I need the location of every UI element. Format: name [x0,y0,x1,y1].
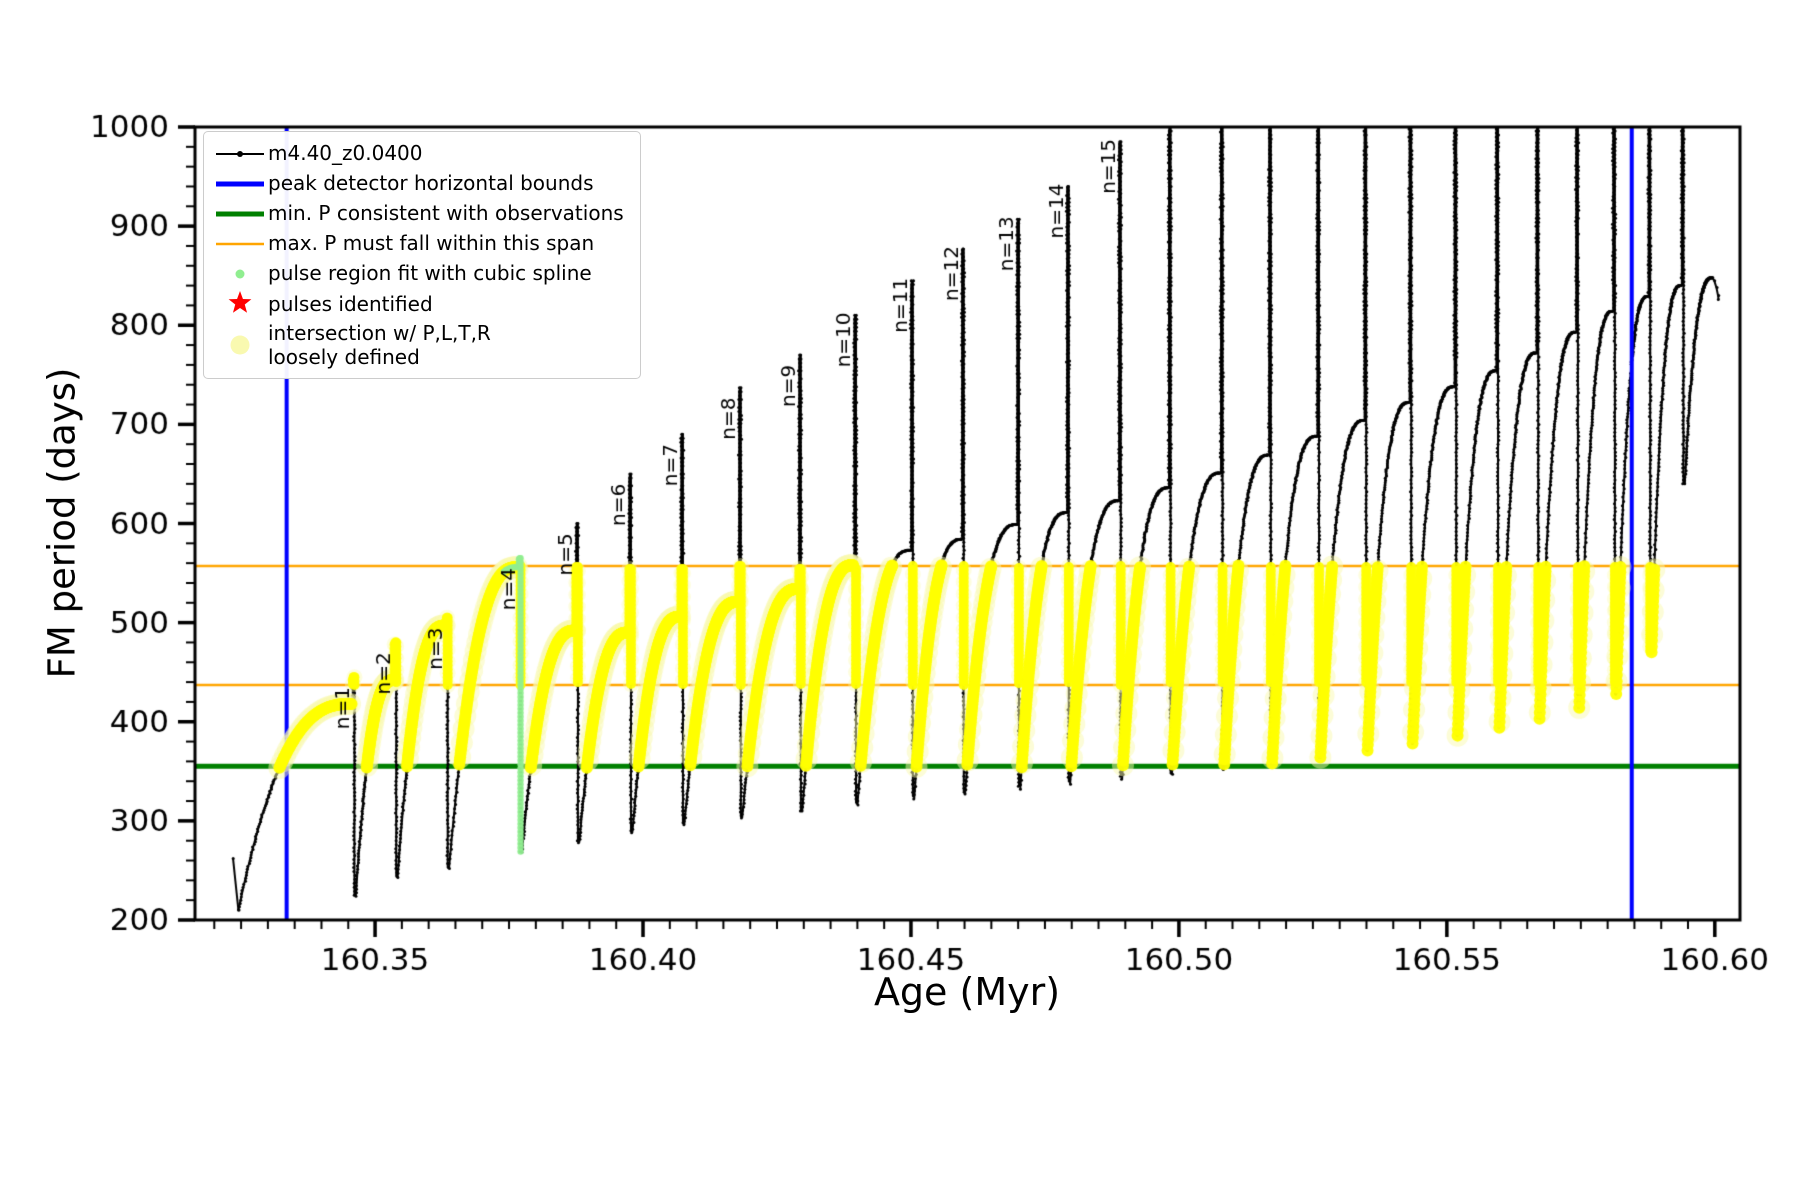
legend-item-1: peak detector horizontal bounds [212,170,624,197]
legend-item-label: min. P consistent with observations [268,201,624,226]
legend-item-2: min. P consistent with observations [212,200,624,227]
line-marker-icon [212,231,268,257]
big-dot-marker-icon [212,332,268,358]
legend-item-6: intersection w/ P,L,T,R loosely defined [212,321,624,370]
thick-line-marker-icon [212,171,268,197]
star-marker-icon [212,290,268,318]
y-axis-label: FM period (days) [40,367,84,679]
legend-item-0: m4.40_z0.0400 [212,140,624,167]
legend-item-label: intersection w/ P,L,T,R loosely defined [268,321,491,370]
x-axis-label: Age (Myr) [873,970,1061,1014]
legend-item-4: pulse region fit with cubic spline [212,260,624,287]
legend-item-label: m4.40_z0.0400 [268,141,423,166]
legend-item-label: max. P must fall within this span [268,231,595,256]
legend-item-label: pulse region fit with cubic spline [268,261,592,286]
legend-item-label: peak detector horizontal bounds [268,171,594,196]
legend-item-label: pulses identified [268,291,433,316]
dot-marker-icon [212,261,268,287]
legend-item-5: pulses identified [212,290,624,318]
line-dot-marker-icon [212,141,268,167]
thick-line-marker-icon [212,201,268,227]
legend-item-3: max. P must fall within this span [212,230,624,257]
